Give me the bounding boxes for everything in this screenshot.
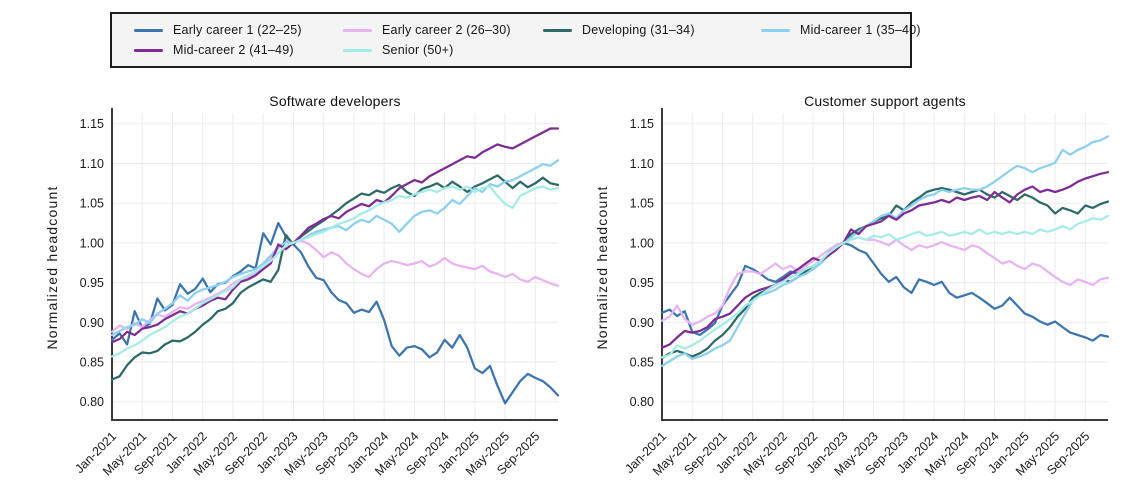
legend-line-swatch (134, 48, 163, 52)
svg-text:1.00: 1.00 (80, 236, 104, 250)
svg-text:1.05: 1.05 (630, 197, 654, 211)
legend-item-label: Mid-career 2 (41–49) (173, 43, 294, 57)
customer-support-agents-line-chart: 0.800.850.900.951.001.051.101.15Jan-2021… (594, 93, 1110, 478)
svg-text:1.10: 1.10 (80, 157, 104, 171)
svg-text:0.80: 0.80 (630, 395, 654, 409)
svg-text:Customer support agents: Customer support agents (804, 93, 966, 109)
svg-text:0.85: 0.85 (630, 356, 654, 370)
svg-text:Software developers: Software developers (269, 93, 400, 109)
software-developers-line-chart: 0.800.850.900.951.001.051.101.15Jan-2021… (44, 93, 560, 478)
svg-text:0.90: 0.90 (630, 316, 654, 330)
svg-text:1.15: 1.15 (630, 117, 654, 131)
legend-item-developing: Developing (31–34) (543, 23, 761, 37)
svg-text:1.00: 1.00 (630, 236, 654, 250)
legend-item-mid-career-1: Mid-career 1 (35–40) (761, 23, 921, 37)
svg-text:1.15: 1.15 (80, 117, 104, 131)
legend-line-swatch (761, 28, 790, 32)
svg-text:1.05: 1.05 (80, 197, 104, 211)
svg-text:0.85: 0.85 (80, 356, 104, 370)
legend-item-label: Mid-career 1 (35–40) (800, 23, 921, 37)
svg-text:0.95: 0.95 (80, 276, 104, 290)
legend-item-label: Developing (31–34) (582, 23, 695, 37)
legend-item-senior: Senior (50+) (343, 43, 543, 57)
legend-line-swatch (343, 28, 372, 32)
svg-text:1.10: 1.10 (630, 157, 654, 171)
svg-text:Normalized headcount: Normalized headcount (44, 185, 60, 349)
legend-item-label: Early career 2 (26–30) (382, 23, 511, 37)
svg-text:0.95: 0.95 (630, 276, 654, 290)
legend-item-label: Senior (50+) (382, 43, 454, 57)
legend-line-swatch (343, 48, 372, 52)
legend-item-mid-career-2: Mid-career 2 (41–49) (134, 43, 343, 57)
svg-text:0.80: 0.80 (80, 395, 104, 409)
legend-line-swatch (134, 28, 163, 32)
legend-item-early-career-2: Early career 2 (26–30) (343, 23, 543, 37)
svg-text:Normalized headcount: Normalized headcount (594, 185, 610, 349)
legend-item-early-career-1: Early career 1 (22–25) (134, 23, 343, 37)
legend: Early career 1 (22–25) Early career 2 (2… (110, 12, 921, 68)
svg-text:0.90: 0.90 (80, 316, 104, 330)
legend-line-swatch (543, 28, 572, 32)
legend-item-label: Early career 1 (22–25) (173, 23, 302, 37)
